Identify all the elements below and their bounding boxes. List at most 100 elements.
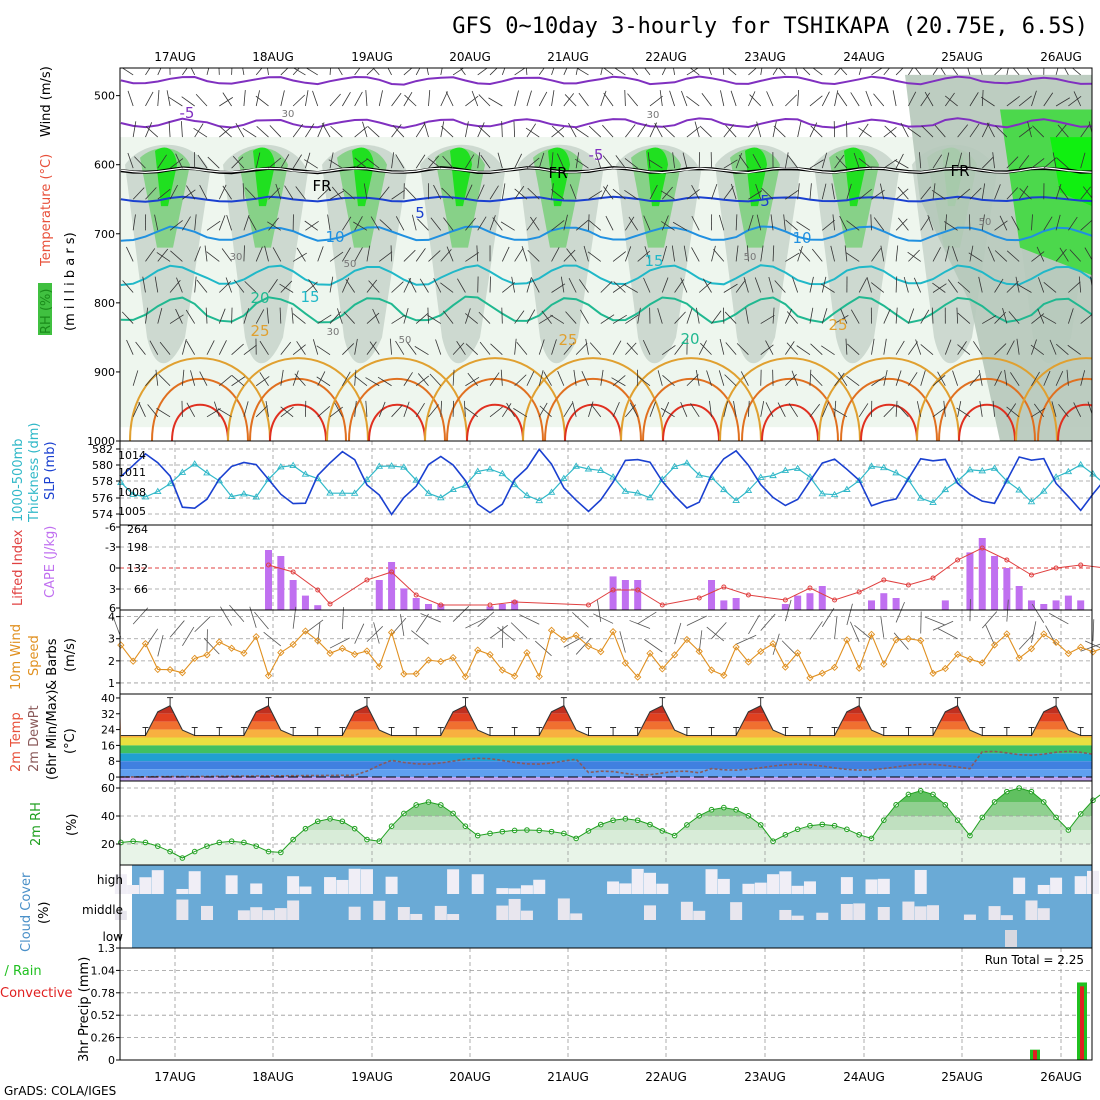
- cloud-block: [434, 905, 447, 920]
- wind-barb: [703, 278, 712, 293]
- wind-barb: [235, 123, 245, 138]
- wind-barb: [809, 621, 823, 640]
- wind-barb: [428, 404, 439, 418]
- wind-barb: [748, 123, 758, 138]
- rh-area: [253, 147, 275, 207]
- wind-barb: [865, 90, 872, 107]
- upper-yaxis: 500 600 700 800 900 1000: [87, 90, 120, 448]
- wind-barb: [560, 276, 565, 293]
- contour-label: 25: [558, 331, 577, 349]
- ytick-label: 1.3: [98, 942, 116, 955]
- wind-barb: [568, 277, 577, 293]
- cape-bar: [289, 580, 297, 610]
- wind-barb: [740, 371, 749, 386]
- lifted-index-marker: [389, 569, 395, 575]
- wind-barb: [572, 612, 589, 628]
- wind-barb: [334, 402, 343, 418]
- wind-barb: [957, 281, 971, 293]
- wind-marker: [917, 636, 925, 645]
- ytick-label: 600: [94, 159, 115, 172]
- wind-barb: [233, 279, 245, 293]
- cloud-block: [348, 906, 361, 920]
- cloud-block: [927, 905, 940, 920]
- bottom-date-label: 22AUG: [645, 1070, 687, 1084]
- wind-barb: [132, 187, 145, 200]
- run-total: Run Total = 2.25: [985, 953, 1084, 967]
- wind-barb: [222, 92, 232, 107]
- wind-barb: [1067, 344, 1081, 355]
- wind-barb: [1043, 370, 1051, 386]
- wind-barb: [194, 123, 204, 138]
- cloud-block: [754, 882, 767, 894]
- wind-barb: [292, 68, 300, 76]
- wind-barb: [477, 122, 485, 138]
- wind-barb: [501, 625, 504, 648]
- wind-barb: [783, 214, 786, 231]
- wind-marker: [855, 664, 863, 672]
- wind-barb: [365, 400, 368, 417]
- wind-barb: [526, 123, 537, 138]
- wind-barb: [920, 370, 926, 386]
- wind-barb: [327, 214, 331, 231]
- precip-convective-bar: [1080, 986, 1084, 1060]
- wind-barb: [895, 188, 909, 200]
- wind-barb: [205, 307, 208, 324]
- wind-barb: [661, 221, 675, 231]
- wind-barb: [871, 376, 885, 387]
- temp-contour: [522, 357, 664, 441]
- wind-barb: [275, 183, 282, 200]
- temp-contour: [129, 357, 271, 441]
- wind-barb: [1052, 152, 1057, 169]
- wind-barb: [391, 152, 394, 169]
- wind-barb: [956, 307, 959, 324]
- wind-barb: [809, 403, 821, 418]
- wind-barb: [821, 401, 829, 417]
- wind-barb: [126, 246, 134, 262]
- wind-barb: [292, 124, 304, 138]
- lifted-index-marker: [327, 601, 333, 607]
- wind-barb: [916, 401, 922, 417]
- wind-barb: [354, 68, 361, 76]
- wind-barb: [934, 124, 946, 138]
- wind-barb: [403, 249, 416, 262]
- wind-barb: [169, 158, 184, 169]
- wind-barb: [180, 121, 183, 138]
- cloud-block: [176, 888, 189, 894]
- wind-barb: [695, 369, 700, 386]
- wind-barb: [908, 249, 920, 262]
- wind-barb: [649, 401, 656, 417]
- ytick-label-right: 198: [127, 541, 148, 554]
- wind-barb: [883, 68, 891, 76]
- cloud-block: [643, 905, 656, 920]
- wind-barb: [1066, 369, 1069, 386]
- wind-barb: [1043, 92, 1054, 107]
- thickness-slp-panel: 582 580 578 576 574 1014 1011 1008 1005 1000-500…: [11, 423, 1100, 526]
- wind-barb: [526, 217, 537, 231]
- wind-barb: [674, 341, 685, 355]
- wind-barb: [1071, 68, 1081, 76]
- wind-barb: [723, 124, 735, 138]
- wind-barb: [614, 68, 626, 76]
- wind-barb: [175, 308, 183, 324]
- wind-barb: [723, 186, 734, 200]
- wind-barb: [489, 406, 503, 418]
- wind-marker: [1027, 645, 1036, 653]
- wind-barb: [342, 247, 351, 262]
- wind-barb: [181, 369, 185, 386]
- wind-barb: [284, 185, 294, 200]
- ytick-label: 700: [94, 228, 115, 241]
- cloud-block: [1025, 900, 1038, 920]
- wind-barb: [243, 215, 250, 231]
- rh-mask: [120, 781, 1092, 858]
- wind-barb: [440, 121, 445, 138]
- wind-barb: [730, 90, 737, 107]
- wind-barb: [883, 158, 898, 169]
- cloud-block: [742, 883, 755, 894]
- wind-barb: [220, 606, 232, 626]
- wind-barb: [845, 338, 848, 355]
- wind-label: Wind (m/s): [39, 66, 54, 137]
- wind-barb: [267, 221, 282, 231]
- wind-barb: [784, 152, 789, 169]
- temp2m-label-3: (6hr Min/Max): [45, 690, 60, 780]
- wind-barb: [596, 600, 602, 622]
